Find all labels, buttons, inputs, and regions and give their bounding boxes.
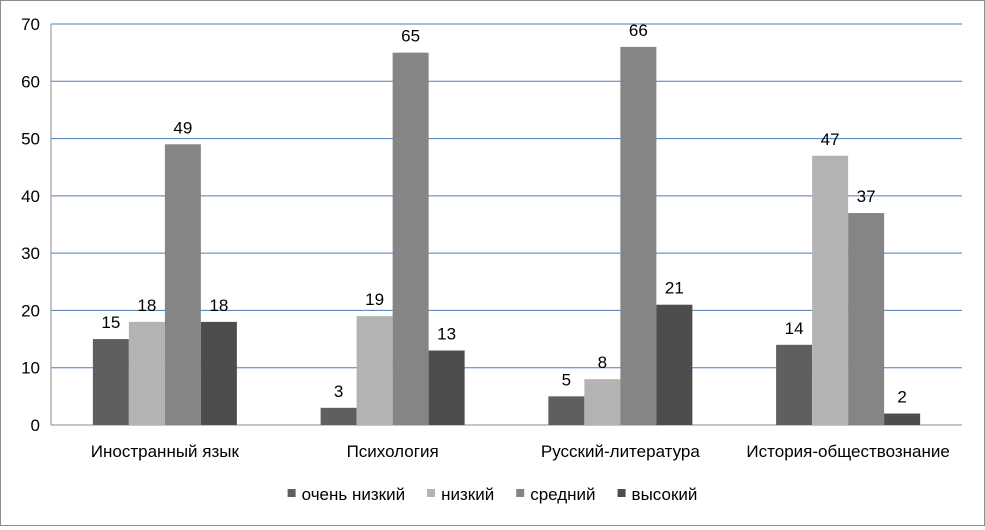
y-tick-label: 10	[21, 359, 40, 378]
bar	[656, 304, 693, 425]
bar	[128, 321, 165, 425]
y-tick-label: 0	[31, 416, 40, 435]
bar	[356, 316, 393, 425]
data-label: 49	[173, 118, 192, 137]
data-label: 18	[209, 296, 228, 315]
data-label: 21	[665, 279, 684, 298]
legend-label: средний	[530, 485, 595, 504]
data-label: 5	[562, 370, 571, 389]
data-label: 66	[629, 21, 648, 40]
bar	[848, 213, 885, 425]
data-label: 19	[365, 290, 384, 309]
bar	[548, 396, 585, 425]
data-label: 15	[101, 313, 120, 332]
legend-swatch	[617, 489, 626, 497]
x-tick-label: История-обществознание	[746, 442, 949, 461]
data-labels: 15 18 49 18 3 19 65 13 5 8 66 21 14 47 37 2	[101, 21, 906, 407]
bar	[812, 155, 849, 425]
axes: 0 10 20 30 40 50 60 70 Иностранный язык Психологи…	[21, 15, 962, 461]
bar	[428, 350, 465, 425]
y-tick-label: 50	[21, 130, 40, 149]
legend-label: низкий	[441, 485, 494, 504]
bar	[164, 144, 201, 426]
data-label: 18	[137, 296, 156, 315]
bar	[200, 321, 237, 425]
y-tick-label: 20	[21, 301, 40, 320]
data-label: 8	[598, 353, 607, 372]
legend-label: высокий	[632, 485, 698, 504]
data-label: 13	[437, 325, 456, 344]
legend-swatch	[427, 489, 436, 497]
bar	[884, 413, 921, 425]
legend-swatch	[516, 489, 525, 497]
bar	[92, 339, 129, 425]
y-tick-label: 60	[21, 72, 40, 91]
data-label: 14	[785, 319, 804, 338]
bar	[392, 52, 429, 426]
y-tick-label: 30	[21, 244, 40, 263]
bars	[92, 46, 921, 426]
legend-swatch	[287, 489, 296, 497]
y-tick-label: 70	[21, 15, 40, 34]
bar	[776, 344, 813, 425]
data-label: 3	[334, 382, 343, 401]
bar	[320, 407, 357, 425]
bar	[584, 379, 621, 425]
x-tick-label: Русский-литература	[541, 442, 700, 461]
y-tick-label: 40	[21, 187, 40, 206]
legend-label: очень низкий	[302, 485, 405, 504]
data-label: 2	[897, 388, 906, 407]
bar	[620, 46, 657, 426]
data-label: 37	[857, 187, 876, 206]
gridlines	[51, 23, 962, 369]
x-tick-label: Психология	[347, 442, 439, 461]
legend: очень низкий низкий средний высокий	[287, 485, 698, 504]
data-label: 65	[401, 27, 420, 46]
x-tick-label: Иностранный язык	[91, 442, 240, 461]
data-label: 47	[821, 130, 840, 149]
